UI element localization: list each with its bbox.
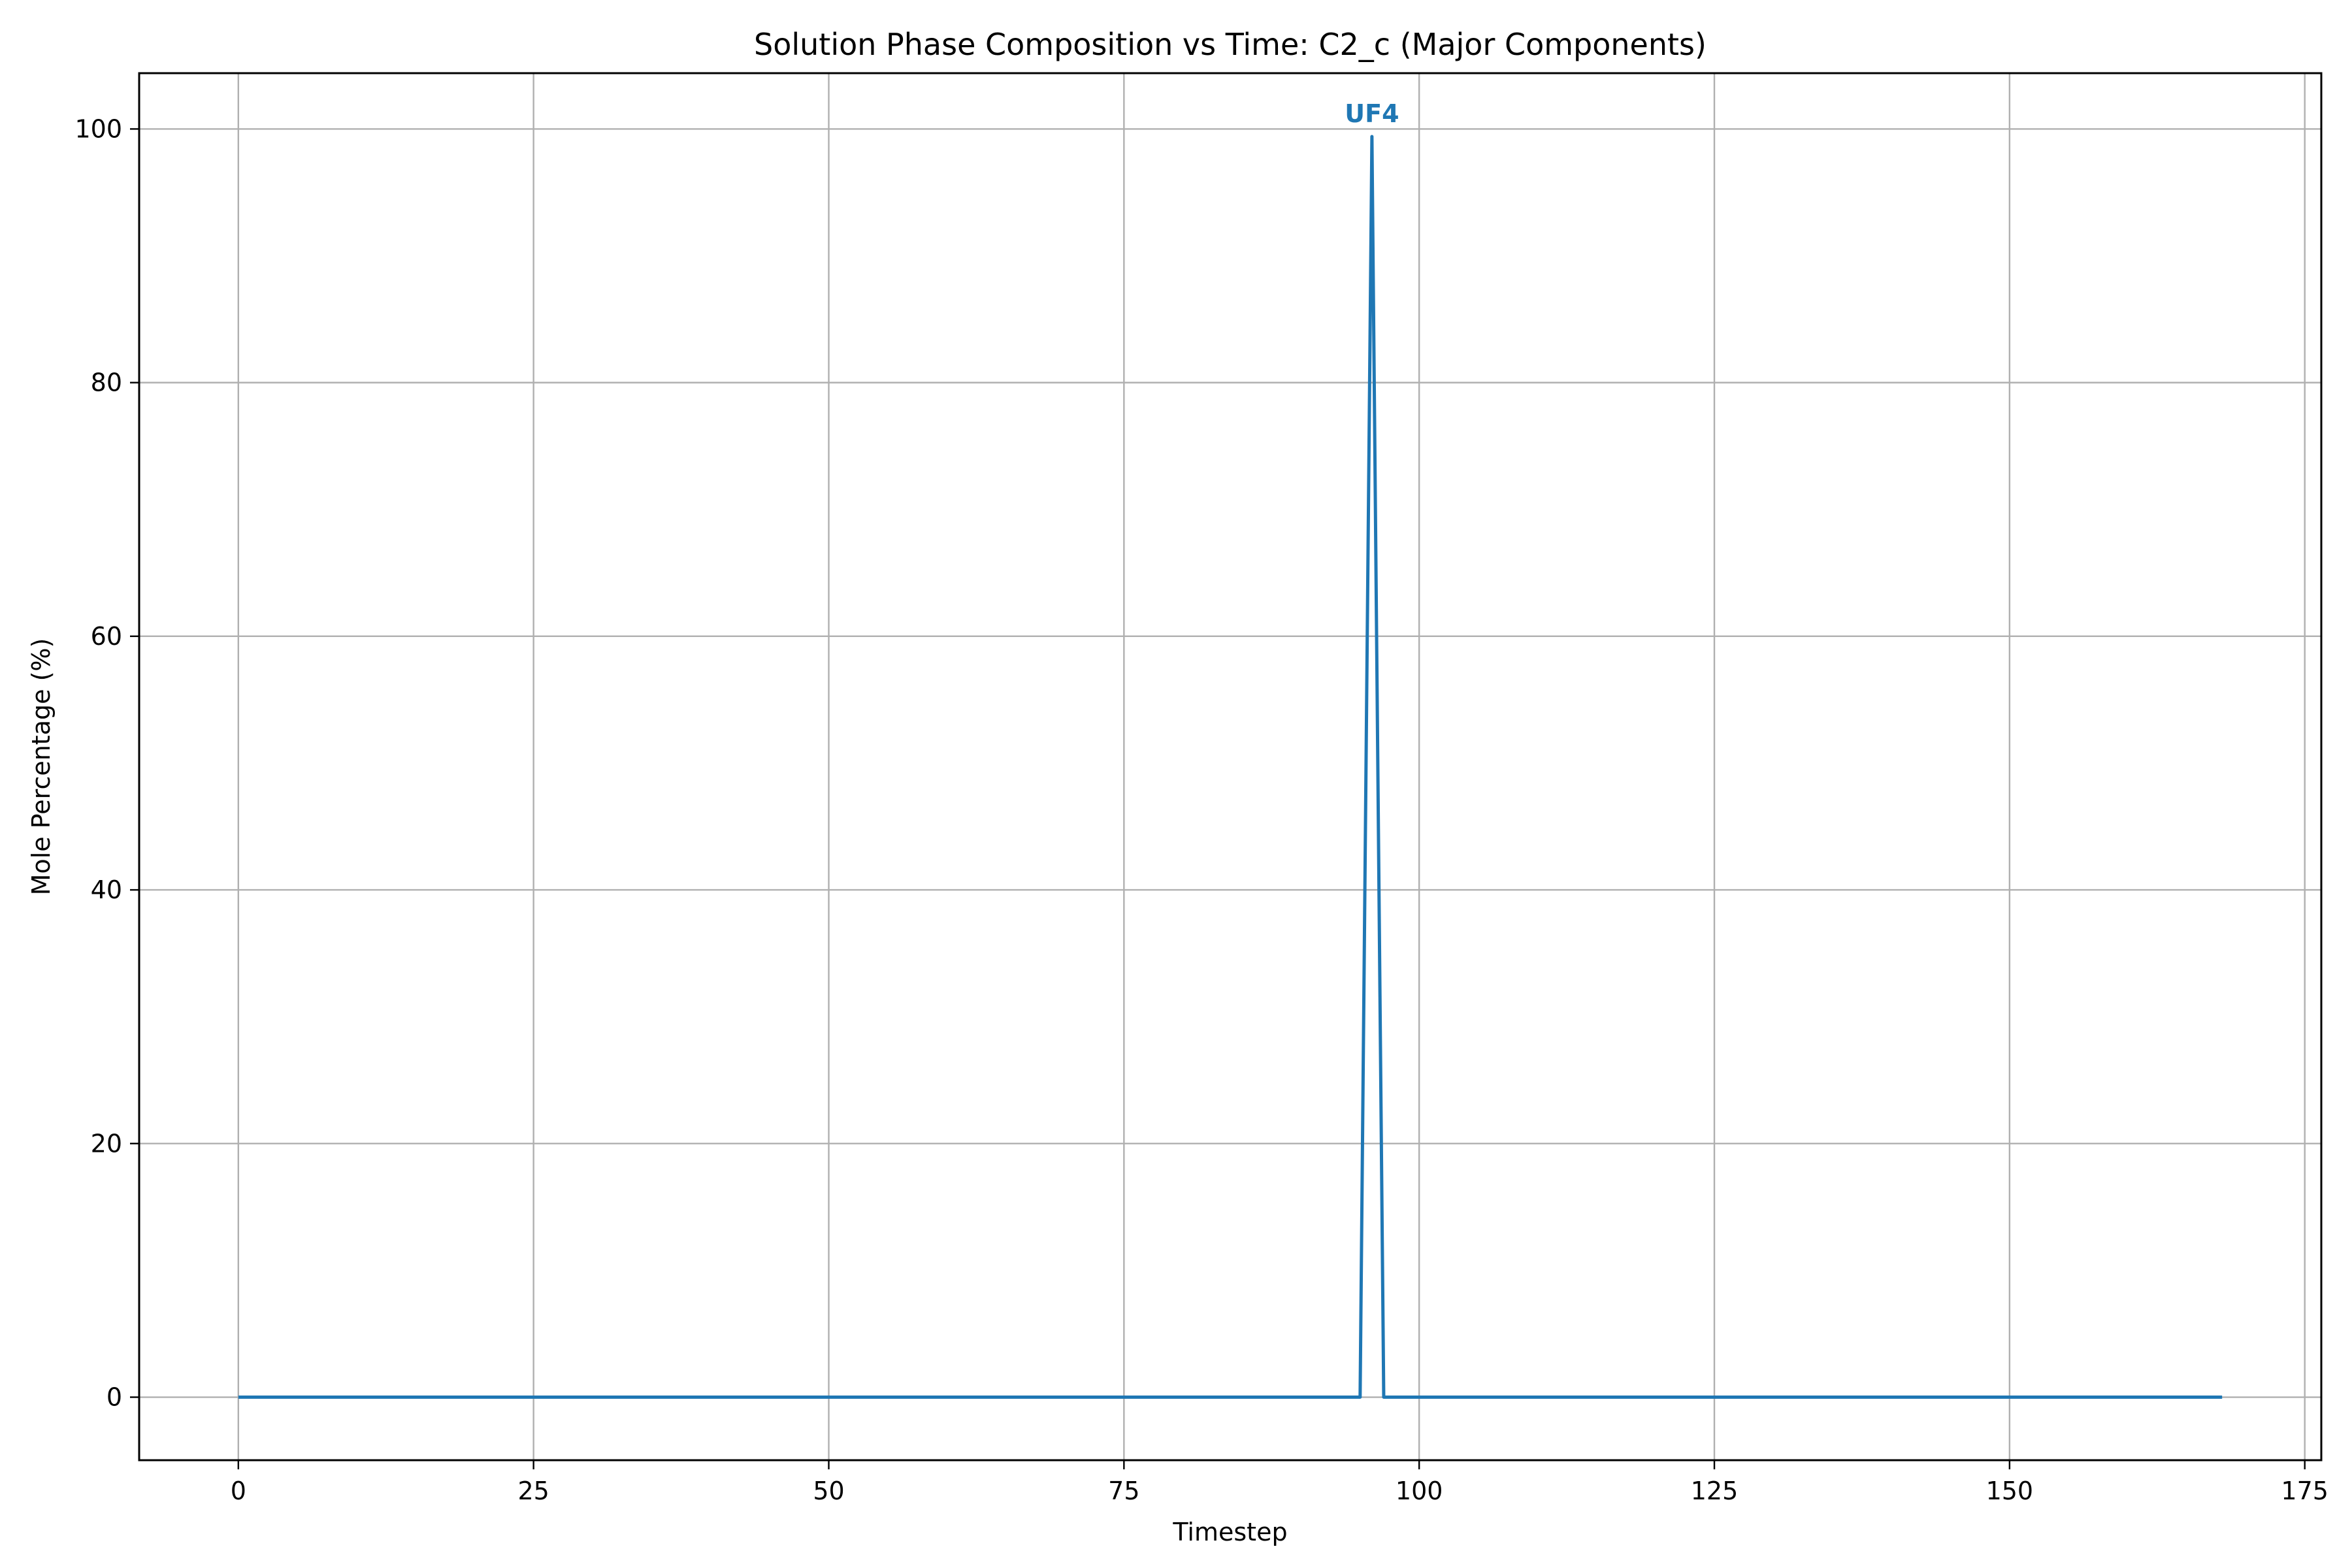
grid xyxy=(139,73,2321,1460)
x-tick-label: 50 xyxy=(813,1477,844,1505)
annotation-layer: UF4 xyxy=(1345,99,1399,128)
y-tick-label: 60 xyxy=(91,622,122,651)
y-tick-label: 100 xyxy=(74,114,122,143)
y-tick-label: 20 xyxy=(91,1129,122,1158)
x-tick-label: 100 xyxy=(1396,1477,1443,1505)
x-tick-label: 150 xyxy=(1986,1477,2034,1505)
y-tick-label: 0 xyxy=(106,1383,122,1412)
y-axis-label: Mole Percentage (%) xyxy=(27,638,56,896)
x-axis-label: Timestep xyxy=(1172,1518,1287,1546)
x-tick-label: 75 xyxy=(1108,1477,1139,1505)
ticks: 0 25 50 75 100 125 150 175 0 20 40 60 80 100 xyxy=(74,114,2328,1505)
x-tick-label: 175 xyxy=(2281,1477,2328,1505)
x-tick-label: 125 xyxy=(1691,1477,1739,1505)
x-tick-label: 0 xyxy=(231,1477,246,1505)
plot-frame xyxy=(138,72,2323,1462)
series-line xyxy=(238,135,2223,1399)
peak-annotation: UF4 xyxy=(1345,99,1399,128)
series-layer xyxy=(238,135,2223,1399)
y-tick-label: 40 xyxy=(91,875,122,904)
x-tick-label: 25 xyxy=(517,1477,549,1505)
chart-title: Solution Phase Composition vs Time: C2_c… xyxy=(754,27,1707,62)
y-tick-label: 80 xyxy=(91,368,122,397)
